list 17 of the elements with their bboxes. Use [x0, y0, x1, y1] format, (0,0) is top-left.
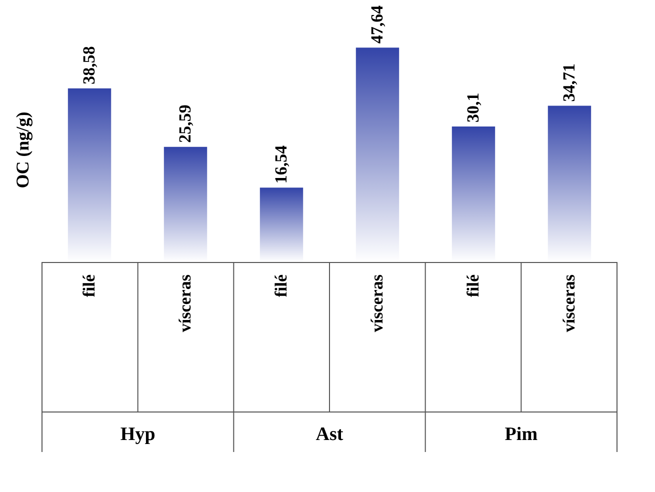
text: Ast	[316, 424, 344, 445]
data-label: 38,58	[80, 46, 99, 84]
x-tick-label: vísceras	[176, 274, 195, 332]
x-tick-label: vísceras	[559, 274, 578, 332]
x-tick-label: vísceras	[367, 274, 386, 332]
data-label: 47,64	[367, 4, 386, 44]
x-tick-label: filé	[463, 274, 482, 298]
bar	[260, 188, 304, 262]
data-label: 25,59	[176, 104, 195, 143]
x-tick-label: filé	[272, 274, 291, 298]
data-label: 30,1	[463, 92, 482, 123]
text: Pim	[504, 424, 538, 445]
x-tick-label: filé	[80, 274, 99, 298]
text: Hyp	[120, 424, 156, 445]
y-axis-title: OC (ng/g)	[12, 112, 32, 188]
data-label: 34,71	[559, 64, 578, 102]
data-label: 16,54	[272, 144, 291, 184]
